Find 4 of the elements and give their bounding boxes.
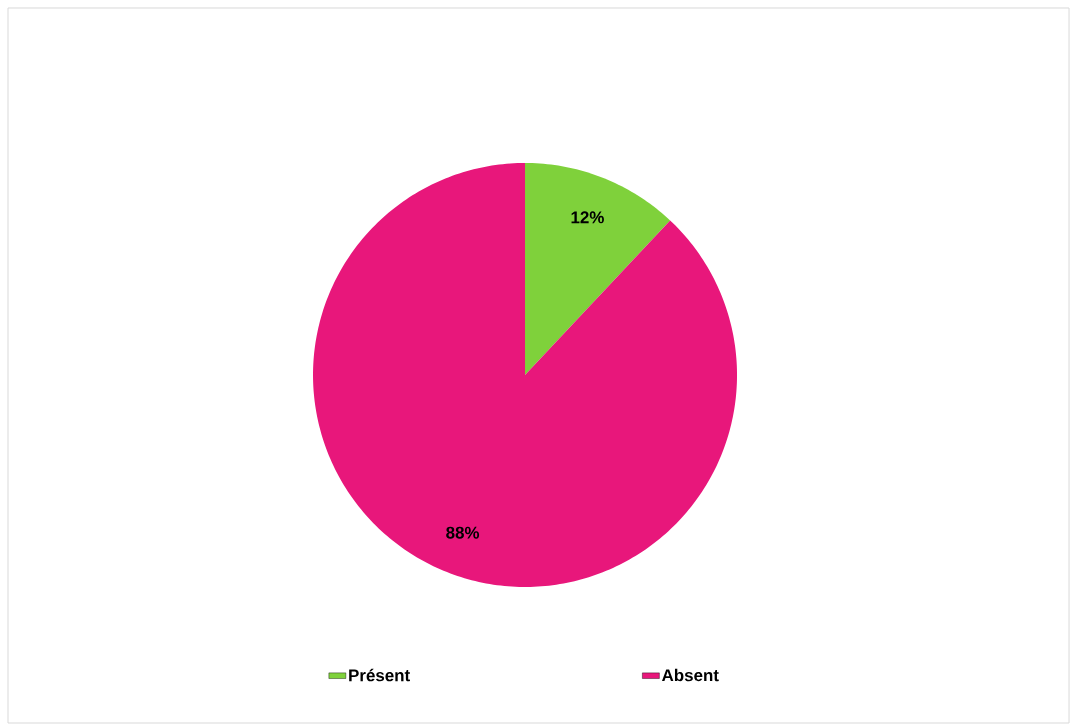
data-label: 88% xyxy=(446,526,480,539)
legend-label: Absent xyxy=(661,668,719,682)
data-label: 12% xyxy=(571,211,604,224)
legend-label: Présent xyxy=(349,668,410,682)
